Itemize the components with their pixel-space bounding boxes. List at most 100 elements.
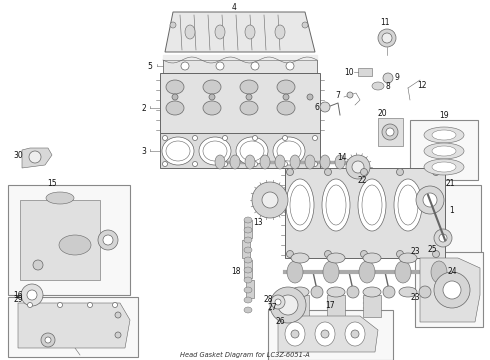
Circle shape [252,162,258,166]
Bar [160,133,320,168]
Polygon shape [278,316,378,352]
Ellipse shape [244,277,252,283]
Ellipse shape [327,253,345,263]
Ellipse shape [285,322,305,346]
Circle shape [209,94,215,100]
Bar [363,295,381,317]
Circle shape [347,92,353,98]
Ellipse shape [363,287,381,297]
Circle shape [251,62,259,70]
Bar [415,252,483,327]
Circle shape [222,162,227,166]
Circle shape [396,251,403,257]
Text: 9: 9 [394,72,399,81]
Circle shape [163,135,168,140]
Circle shape [434,272,470,308]
Ellipse shape [326,185,346,225]
Circle shape [416,186,444,214]
Bar [163,60,317,73]
Circle shape [27,290,37,300]
Bar [244,260,252,278]
Bar [378,118,403,146]
Circle shape [313,135,318,140]
Ellipse shape [230,155,240,169]
Circle shape [383,286,395,298]
Circle shape [29,151,41,163]
Ellipse shape [277,141,301,161]
Ellipse shape [424,143,464,159]
Text: 19: 19 [439,111,449,120]
Text: 11: 11 [380,18,390,27]
Circle shape [115,332,121,338]
Circle shape [287,168,294,176]
Circle shape [313,162,318,166]
Circle shape [383,73,393,83]
Text: 4: 4 [232,3,237,12]
Ellipse shape [362,185,382,225]
Ellipse shape [287,261,303,283]
Circle shape [270,287,306,323]
Ellipse shape [372,82,384,90]
Ellipse shape [203,141,227,161]
Bar [246,280,254,298]
Ellipse shape [199,137,231,165]
Ellipse shape [277,101,295,115]
Circle shape [321,330,329,338]
Circle shape [252,182,288,218]
Circle shape [278,295,298,315]
Circle shape [347,286,359,298]
Circle shape [352,161,364,173]
Text: 1: 1 [450,206,454,215]
Ellipse shape [286,179,314,231]
Text: 26: 26 [275,318,285,327]
Text: 10: 10 [344,68,354,77]
Circle shape [434,229,452,247]
Ellipse shape [166,80,184,94]
Ellipse shape [424,159,464,175]
Circle shape [283,162,288,166]
Ellipse shape [291,253,309,263]
Text: 18: 18 [231,267,241,276]
Bar [8,185,130,295]
Text: 25: 25 [427,244,437,253]
Ellipse shape [240,101,258,115]
Circle shape [443,281,461,299]
Ellipse shape [245,155,255,169]
Ellipse shape [322,179,350,231]
Circle shape [302,22,308,28]
Ellipse shape [395,261,411,283]
Ellipse shape [327,287,345,297]
Circle shape [41,333,55,347]
Circle shape [57,302,63,307]
Text: 17: 17 [325,301,335,310]
Text: 6: 6 [315,103,319,112]
Bar [20,200,100,280]
Text: Head Gasket Diagram for LC3Z-6051-A: Head Gasket Diagram for LC3Z-6051-A [180,352,310,358]
Ellipse shape [236,137,268,165]
Circle shape [286,62,294,70]
Ellipse shape [166,141,190,161]
Ellipse shape [275,155,285,169]
Ellipse shape [291,287,309,297]
Bar [413,185,481,255]
Circle shape [324,168,332,176]
Ellipse shape [240,141,264,161]
Ellipse shape [244,267,252,273]
Bar [242,240,250,258]
Ellipse shape [162,137,194,165]
Circle shape [98,230,118,250]
Polygon shape [420,258,480,322]
Text: 5: 5 [147,62,152,71]
Ellipse shape [432,146,456,156]
Bar [410,120,478,180]
Circle shape [307,94,313,100]
Ellipse shape [290,185,310,225]
Ellipse shape [244,227,252,233]
Circle shape [361,251,368,257]
Ellipse shape [277,80,295,94]
Ellipse shape [315,322,335,346]
Ellipse shape [244,297,252,303]
Bar [327,295,345,317]
Ellipse shape [358,179,386,231]
Ellipse shape [323,261,339,283]
